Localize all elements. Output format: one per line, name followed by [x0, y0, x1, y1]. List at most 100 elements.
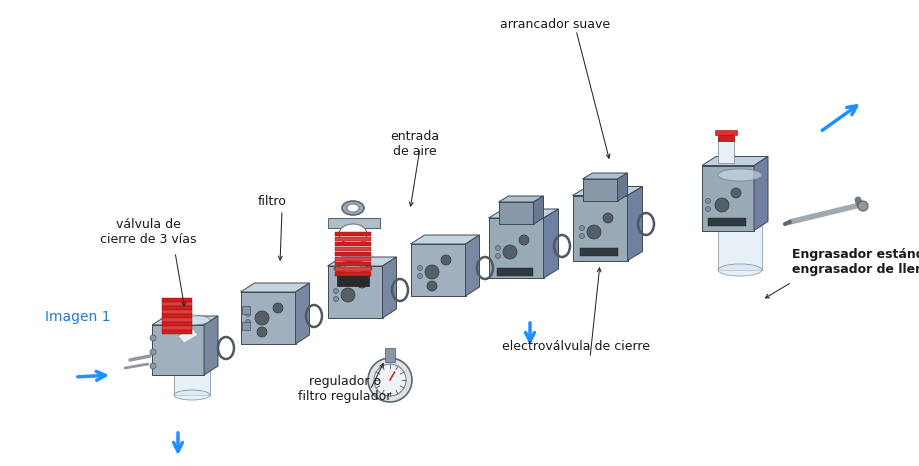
Bar: [718, 175, 762, 270]
Circle shape: [255, 311, 269, 325]
Text: Imagen 1: Imagen 1: [45, 310, 110, 324]
Polygon shape: [204, 316, 218, 375]
Polygon shape: [296, 283, 310, 344]
Text: filtro: filtro: [257, 195, 287, 208]
Ellipse shape: [339, 224, 367, 244]
Polygon shape: [573, 186, 642, 196]
Bar: [162, 310, 192, 314]
Bar: [708, 218, 746, 226]
Circle shape: [417, 266, 423, 270]
Ellipse shape: [174, 390, 210, 400]
Bar: [162, 306, 192, 309]
Polygon shape: [327, 266, 382, 318]
Circle shape: [706, 206, 710, 212]
Bar: [715, 130, 737, 135]
Circle shape: [368, 358, 412, 402]
Polygon shape: [382, 257, 396, 318]
Ellipse shape: [342, 201, 364, 215]
Bar: [335, 247, 371, 251]
Circle shape: [150, 363, 156, 369]
Polygon shape: [152, 316, 218, 325]
Ellipse shape: [718, 169, 762, 181]
Bar: [162, 318, 192, 322]
Circle shape: [731, 188, 741, 198]
Bar: [162, 322, 192, 325]
Bar: [335, 257, 371, 261]
Text: regulador o
filtro regulador: regulador o filtro regulador: [299, 375, 391, 403]
Bar: [162, 302, 192, 306]
Text: entrada
de aire: entrada de aire: [391, 130, 439, 158]
Circle shape: [580, 233, 584, 239]
Bar: [335, 232, 371, 236]
Circle shape: [858, 201, 868, 211]
Polygon shape: [534, 196, 543, 224]
Polygon shape: [411, 244, 466, 296]
Polygon shape: [152, 325, 204, 375]
Circle shape: [357, 278, 367, 288]
Circle shape: [495, 254, 501, 259]
Circle shape: [503, 245, 517, 259]
Circle shape: [427, 281, 437, 291]
Polygon shape: [466, 235, 480, 296]
Circle shape: [715, 198, 729, 212]
Circle shape: [495, 246, 501, 251]
Circle shape: [245, 320, 251, 324]
Bar: [335, 237, 371, 241]
Circle shape: [257, 327, 267, 337]
Circle shape: [341, 288, 355, 302]
Circle shape: [374, 364, 406, 396]
Bar: [162, 326, 192, 329]
Bar: [335, 262, 371, 266]
Text: válvula de
cierre de 3 vías: válvula de cierre de 3 vías: [100, 218, 197, 246]
Polygon shape: [702, 165, 754, 231]
Polygon shape: [489, 218, 543, 278]
Bar: [242, 322, 250, 330]
Bar: [174, 320, 210, 395]
Circle shape: [417, 274, 423, 279]
Polygon shape: [702, 157, 768, 165]
Polygon shape: [489, 209, 559, 218]
Circle shape: [150, 335, 156, 341]
Circle shape: [245, 311, 251, 316]
Circle shape: [603, 213, 613, 223]
Circle shape: [273, 303, 283, 313]
Polygon shape: [411, 235, 480, 244]
Circle shape: [519, 235, 529, 245]
Ellipse shape: [174, 315, 210, 325]
Bar: [335, 267, 371, 271]
Circle shape: [334, 296, 338, 302]
Ellipse shape: [339, 263, 367, 273]
Polygon shape: [498, 196, 543, 202]
Polygon shape: [178, 328, 198, 343]
Polygon shape: [241, 292, 296, 344]
Polygon shape: [583, 173, 628, 179]
Circle shape: [706, 199, 710, 204]
Bar: [335, 252, 371, 256]
Bar: [162, 298, 192, 302]
Bar: [335, 242, 371, 246]
Circle shape: [425, 265, 439, 279]
Polygon shape: [628, 186, 642, 260]
Polygon shape: [618, 173, 628, 201]
Text: Engrasador estándar o
engrasador de llenado al vacío: Engrasador estándar o engrasador de llen…: [792, 248, 919, 276]
Text: electroválvula de cierre: electroválvula de cierre: [502, 340, 650, 353]
Bar: [385, 348, 395, 362]
Circle shape: [334, 288, 338, 294]
Polygon shape: [543, 209, 559, 278]
Text: arrancador suave: arrancador suave: [500, 18, 610, 31]
Bar: [242, 306, 250, 314]
Polygon shape: [241, 283, 310, 292]
Bar: [497, 268, 533, 276]
Bar: [335, 272, 371, 276]
Circle shape: [441, 255, 451, 265]
Ellipse shape: [718, 264, 762, 276]
Bar: [580, 248, 618, 256]
Polygon shape: [754, 157, 768, 231]
Circle shape: [580, 226, 584, 231]
Ellipse shape: [347, 204, 359, 212]
Polygon shape: [498, 202, 534, 224]
Polygon shape: [573, 196, 628, 260]
Bar: [718, 138, 734, 163]
Polygon shape: [583, 179, 618, 201]
Circle shape: [587, 225, 601, 239]
